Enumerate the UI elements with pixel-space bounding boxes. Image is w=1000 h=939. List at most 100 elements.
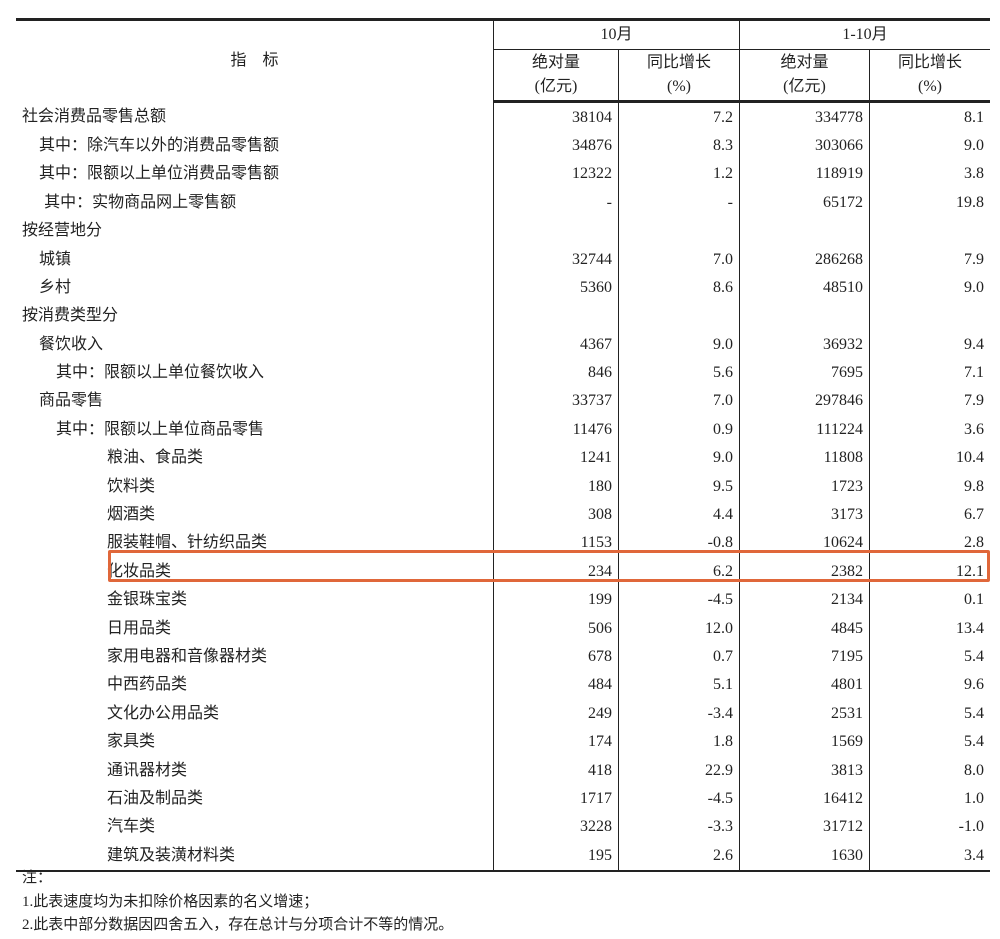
table-row: 城镇 32744 7.0 286268 7.9	[16, 245, 990, 274]
cell-value: 3228	[493, 813, 619, 842]
cell-value: 195	[493, 841, 619, 872]
row-label: 家用电器和音像器材类	[107, 648, 268, 665]
cell-value: 31712	[739, 813, 870, 842]
highlight-box	[108, 550, 990, 582]
table-row: 通讯器材类 418 22.9 3813 8.0	[16, 756, 990, 785]
cell-value: 334778	[739, 101, 870, 132]
cell-value: 1717	[493, 784, 619, 814]
cell-value: 0.1	[869, 586, 990, 615]
abs-header-ytd: 绝对量 (亿元)	[739, 49, 870, 104]
cell-value: 1.8	[618, 727, 740, 757]
table-row: 石油及制品类 1717 -4.5 16412 1.0	[16, 784, 990, 814]
cell-value: 1.2	[618, 160, 740, 189]
cell-value: 249	[493, 699, 619, 728]
cell-value	[493, 302, 619, 331]
retail-sales-table: 指 标 10月 1-10月 绝对量 (亿元) 同比增长 (%) 绝对量 (亿元) 同比…	[16, 17, 990, 872]
cell-value: 506	[493, 614, 619, 643]
cell-value	[493, 216, 619, 246]
cell-value: 1569	[739, 727, 870, 757]
row-label: 其中：除汽车以外的消费品零售额	[39, 136, 280, 154]
cell-value: 10.4	[869, 444, 990, 473]
cell-value: 9.4	[869, 330, 990, 359]
cell-value: 8.3	[618, 131, 740, 161]
table-row: 其中：除汽车以外的消费品零售额 34876 8.3 303066 9.0	[16, 131, 990, 161]
cell-value: 12.0	[618, 614, 740, 643]
row-label: 文化办公用品类	[107, 704, 220, 722]
table-row: 烟酒类 308 4.4 3173 6.7	[16, 500, 990, 530]
note-title: 注：	[22, 870, 53, 886]
table-row: 商品零售 33737 7.0 297846 7.9	[16, 387, 990, 416]
row-label: 服装鞋帽、针纺织品类	[107, 534, 268, 552]
table-row: 日用品类 506 12.0 4845 13.4	[16, 614, 990, 643]
cell-value: 8.6	[618, 273, 740, 303]
cell-value: 8.1	[869, 101, 990, 132]
cell-value: 4845	[739, 614, 870, 643]
table-row: 文化办公用品类 249 -3.4 2531 5.4	[16, 699, 990, 728]
cell-value: 1241	[493, 444, 619, 473]
table-row: 建筑及装潢材料类 195 2.6 1630 3.4	[16, 841, 990, 872]
cell-value: 32744	[493, 245, 619, 274]
row-label: 建筑及装潢材料类	[16, 841, 494, 872]
cell-value	[618, 216, 740, 246]
cell-value: 3813	[739, 756, 870, 785]
row-label: 化妆品类	[107, 562, 172, 580]
cell-value: 38104	[493, 101, 619, 132]
yoy-header: 同比增长 (%)	[618, 49, 740, 104]
row-label: 城镇	[39, 250, 72, 268]
cell-value: 12322	[493, 160, 619, 189]
cell-value: 36932	[739, 330, 870, 359]
table-row: 社会消费品零售总额 38104 7.2 334778 8.1	[16, 101, 990, 132]
cell-value: 111224	[739, 415, 870, 445]
cell-value: 48510	[739, 273, 870, 303]
cell-value: 3.8	[869, 160, 990, 189]
cell-value: -	[618, 188, 740, 217]
cell-value: 6.7	[869, 500, 990, 530]
row-label: 中西药品类	[107, 676, 188, 694]
cell-value: 34876	[493, 131, 619, 161]
cell-value: 9.0	[869, 131, 990, 161]
table-row: 其中：实物商品网上零售额 - -65172 19.8	[16, 188, 990, 217]
cell-value: 8.0	[869, 756, 990, 785]
cell-value: 7195	[739, 642, 870, 672]
cell-value: 297846	[739, 387, 870, 416]
row-label: 家具类	[107, 733, 156, 751]
cell-value	[618, 302, 740, 331]
row-label: 社会消费品零售总额	[22, 107, 167, 125]
table-row: 中西药品类 484 5.1 4801 9.6	[16, 671, 990, 700]
cell-value: 65172	[739, 188, 870, 217]
cell-value: 9.0	[618, 330, 740, 359]
cell-value: 11476	[493, 415, 619, 445]
cell-value: 0.7	[618, 642, 740, 672]
table-row: 其中：限额以上单位商品零售 11476 0.9 111224 3.6	[16, 415, 990, 445]
cell-value: -4.5	[618, 784, 740, 814]
row-label: 汽车类	[107, 818, 156, 836]
cell-value: 5.4	[869, 699, 990, 728]
cell-value: 33737	[493, 387, 619, 416]
row-label: 其中：限额以上单位餐饮收入	[56, 364, 265, 382]
row-label: 乡村	[39, 278, 72, 296]
cell-value: -4.5	[618, 586, 740, 615]
cell-value: 5.4	[869, 642, 990, 672]
cell-value	[739, 216, 870, 246]
cell-value: 19.8	[869, 188, 990, 217]
cell-value: 2531	[739, 699, 870, 728]
cell-value: 16412	[739, 784, 870, 814]
cell-value: 9.8	[869, 472, 990, 501]
cell-value: 7695	[739, 358, 870, 388]
period-oct-header: 10月	[493, 17, 740, 51]
cell-value: 9.0	[869, 273, 990, 303]
cell-value: 9.6	[869, 671, 990, 700]
cell-value: 1630	[739, 841, 870, 872]
cell-value: 9.5	[618, 472, 740, 501]
table-row: 其中：限额以上单位消费品零售额 12322 1.2 118919 3.8	[16, 160, 990, 189]
cell-value: 484	[493, 671, 619, 700]
cell-value: -1.0	[869, 813, 990, 842]
cell-value: 180	[493, 472, 619, 501]
row-label: 烟酒类	[107, 506, 156, 524]
cell-value: 7.0	[618, 387, 740, 416]
table-row: 粮油、食品类 1241 9.0 11808 10.4	[16, 444, 990, 473]
cell-value: 118919	[739, 160, 870, 189]
cell-value: 308	[493, 500, 619, 530]
cell-value: 7.1	[869, 358, 990, 388]
yoy-header-ytd: 同比增长 (%)	[869, 49, 990, 104]
